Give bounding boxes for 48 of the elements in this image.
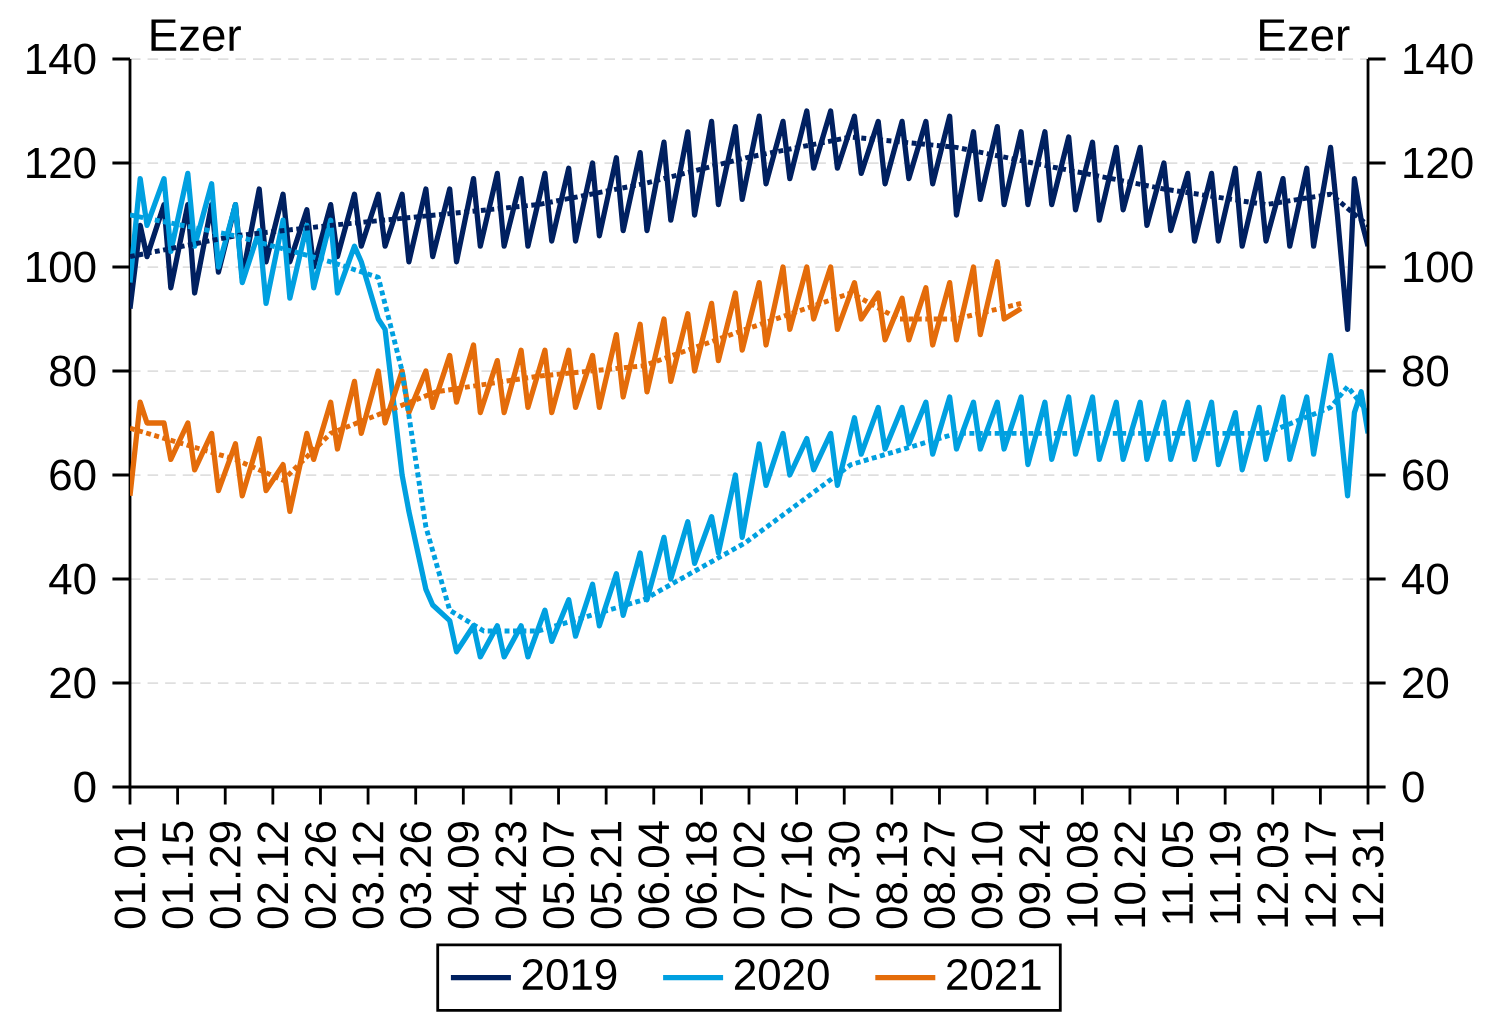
y2-tick-label: 140 — [1404, 43, 1473, 75]
y-tick-label: 140 — [27, 43, 96, 75]
x-tick-label: 09.10 — [971, 821, 1003, 929]
x-tick-label: 12.31 — [1352, 822, 1384, 927]
y2-axis-title: Ezer — [1260, 19, 1350, 52]
x-tick-label: 04.23 — [495, 821, 527, 929]
y2-tick-label: 60 — [1403, 459, 1449, 491]
y2-tick-label: 80 — [1402, 355, 1449, 387]
x-tick-label: 12.17 — [1305, 822, 1336, 927]
x-tick-label: 03.12 — [352, 822, 384, 929]
y-tick-label: 0 — [74, 771, 96, 803]
x-tick-label: 06.04 — [638, 821, 670, 929]
x-tick-label: 04.09 — [447, 821, 479, 929]
x-tick-label: 02.26 — [304, 821, 337, 929]
y-tick-label: 100 — [27, 251, 96, 283]
x-tick-label: 07.30 — [828, 821, 860, 929]
x-tick-label: 01.01 — [114, 822, 146, 929]
x-tick-label: 03.26 — [400, 821, 432, 929]
x-tick-label: 08.13 — [876, 821, 908, 929]
x-tick-label: 02.12 — [257, 822, 289, 929]
x-tick-label: 11.19 — [1209, 821, 1241, 924]
x-tick-label: 05.21 — [590, 822, 622, 929]
y-tick-label: 20 — [50, 667, 96, 699]
y-tick-label: 120 — [27, 147, 96, 179]
x-tick-label: 07.02 — [733, 822, 765, 929]
y2-tick-label: 0 — [1402, 771, 1424, 803]
y-tick-label: 60 — [50, 459, 96, 491]
x-tick-label: 10.22 — [1114, 822, 1146, 927]
y-tick-label: 80 — [50, 355, 96, 387]
y-axis-title: Ezer — [151, 19, 241, 52]
legend-label: 2019 — [522, 959, 617, 991]
x-tick-label: 05.07 — [543, 822, 575, 929]
y2-tick-label: 100 — [1404, 251, 1473, 283]
legend-label: 2020 — [734, 959, 829, 991]
x-tick-label: 01.29 — [209, 821, 241, 929]
y-tick-label: 40 — [49, 563, 96, 595]
legend-label: 2021 — [947, 959, 1041, 991]
x-tick-label: 06.18 — [685, 821, 717, 929]
x-tick-label: 09.24 — [1019, 821, 1051, 929]
x-tick-label: 11.05 — [1162, 821, 1194, 924]
x-tick-label: 01.15 — [162, 821, 194, 929]
x-tick-label: 12.03 — [1257, 821, 1289, 927]
x-tick-label: 10.08 — [1066, 821, 1098, 927]
y2-tick-label: 40 — [1401, 563, 1449, 595]
y2-tick-label: 20 — [1403, 667, 1449, 699]
x-tick-label: 07.16 — [781, 821, 813, 929]
y2-tick-label: 120 — [1404, 147, 1473, 179]
x-tick-label: 08.27 — [923, 822, 956, 929]
